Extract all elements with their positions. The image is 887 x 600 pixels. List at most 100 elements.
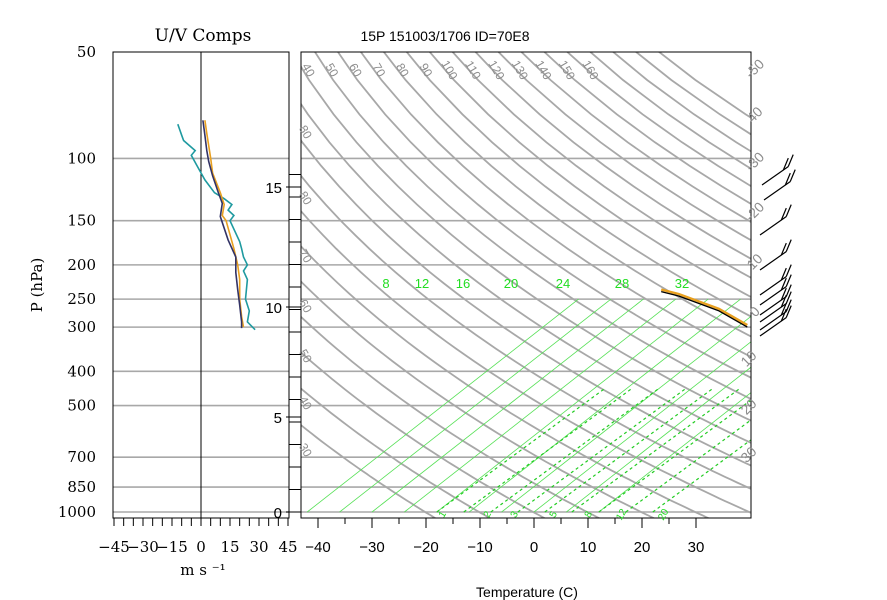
isotherm-line — [426, 52, 849, 518]
wind-barb-feather — [780, 207, 787, 221]
skewt-isobar-lines — [301, 157, 751, 513]
dry-adiabat-line — [382, 52, 751, 338]
moist-adiabat-line — [652, 439, 751, 513]
mixing-ratio-line — [468, 298, 741, 513]
uv-series-line-2 — [202, 120, 243, 329]
wind-barb-staff — [759, 286, 787, 306]
dry-adiabat-label: 60 — [346, 61, 365, 80]
right-axis-ticks: 0 5 10 15 — [265, 174, 301, 522]
dry-adiabat-line — [336, 52, 751, 379]
left-grid-label: 80 — [296, 123, 315, 142]
moist-adiabat-line — [625, 419, 751, 513]
dry-adiabat-line — [301, 65, 751, 422]
skewt-frame — [300, 51, 752, 519]
pressure-label-400: 400 — [67, 362, 96, 380]
pressure-label-1000: 1000 — [58, 503, 96, 521]
mixing-ratio-line — [371, 298, 644, 513]
moist-adiabat-line — [490, 388, 658, 513]
moist-adiabat-line — [436, 388, 604, 513]
dry-adiabat-label: 80 — [393, 61, 412, 80]
dry-adiabat-line — [301, 423, 437, 518]
wind-barb-feather — [780, 308, 787, 322]
dry-adiabat-line — [428, 52, 751, 298]
moist-adiabat-line — [598, 399, 751, 513]
pressure-tick-labels: 1000 850 700 500 400 300 250 200 150 100 50 — [58, 43, 96, 521]
dry-adiabat-label: 90 — [417, 61, 436, 80]
wind-barb-feather — [782, 157, 789, 171]
dry-adiabat-line — [301, 280, 656, 518]
mixing-ratio-lines — [306, 298, 751, 513]
dry-adiabat-line — [301, 244, 711, 518]
left-grid-label: 30 — [296, 441, 315, 460]
wind-barb-feather — [780, 302, 787, 316]
mixing-ratio-line — [306, 298, 579, 513]
dry-adiabat-line — [301, 315, 601, 518]
pressure-label-300: 300 — [67, 318, 96, 336]
dewpoint-shadow — [660, 288, 748, 327]
sounding-profiles — [660, 124, 887, 328]
mixing-ratio-line — [436, 298, 709, 513]
temperature-tick-label: −40 — [305, 539, 330, 556]
uv-title: U/V Comps — [155, 26, 252, 46]
wind-barb-feather — [789, 169, 796, 182]
dry-adiabat-line — [405, 52, 751, 318]
isotherm-line — [0, 52, 417, 518]
pressure-label-150: 150 — [67, 212, 96, 230]
skewt-panel: 15P 151003/1706 ID=70E8 40 50 60 70 80 90 100 1… — [0, 28, 887, 600]
mixing-ratio-label: 24 — [556, 276, 570, 291]
temperature-tick-label: 0 — [530, 539, 538, 556]
mixing-ratio-bottom-label: 1 — [437, 509, 450, 520]
wind-barb-feather — [785, 264, 792, 277]
dry-adiabat-line — [301, 351, 547, 518]
dry-adiabat-line — [474, 52, 751, 260]
dry-adiabat-label: 150 — [556, 58, 578, 83]
dry-adiabat-label: 120 — [485, 58, 507, 83]
temperature-tick-label: −30 — [359, 539, 384, 556]
mixing-ratio-line — [404, 298, 677, 513]
dry-adiabat-label: 100 — [438, 58, 460, 83]
mixing-ratio-line — [533, 341, 751, 513]
skewt-title: 15P 151003/1706 ID=70E8 — [360, 28, 529, 44]
wind-barb-feather — [785, 299, 792, 312]
dry-adiabat-line — [301, 387, 492, 518]
mixing-ratio-label: 28 — [615, 276, 629, 291]
dry-adiabat-line — [566, 52, 751, 188]
isotherm-line — [858, 52, 887, 518]
height-label: 5 — [274, 410, 282, 427]
pressure-label-850: 850 — [67, 478, 96, 496]
moist-adiabat-line — [571, 388, 739, 513]
pressure-label-700: 700 — [67, 448, 96, 466]
dewpoint-profile — [661, 290, 748, 328]
parcel-profile — [789, 124, 887, 327]
isotherm-line — [804, 52, 887, 518]
wind-barb-staff — [759, 276, 787, 296]
wind-barb-feather — [780, 242, 787, 256]
wind-barb-staff — [763, 181, 791, 201]
mixing-ratio-bottom-label: 8 — [583, 509, 596, 520]
mixing-ratio-line — [501, 315, 751, 513]
mixing-ratio-line — [598, 392, 751, 513]
uv-series — [177, 120, 256, 331]
uv-series-line-0 — [177, 123, 256, 331]
height-label: 0 — [274, 505, 282, 522]
y-axis-label: P (hPa) — [28, 258, 46, 313]
isotherm-label: 10 — [737, 347, 759, 369]
skewt-labels: 40 50 60 70 80 90 100 110 120 130 140 150 160 -5040-3… — [296, 56, 767, 523]
left-grid-label: 50 — [296, 347, 315, 366]
wind-barb-feather — [780, 294, 787, 308]
dry-adiabat-line — [301, 138, 751, 467]
temperature-tick-label: 30 — [688, 539, 705, 556]
dry-adiabat-line — [543, 52, 751, 205]
uv-x-tick-label: −45 — [98, 538, 130, 556]
pressure-label-200: 200 — [67, 256, 96, 274]
uv-panel: U/V Comps 100085070050040030025020015010… — [28, 26, 298, 579]
mixing-ratio-bottom-label: 12 — [614, 507, 629, 523]
isotherm-label: 40 — [743, 103, 765, 125]
mixing-ratio-line — [566, 366, 751, 513]
temperature-ticks: −40 −30 −20 −10 0 10 20 30 — [305, 518, 704, 556]
mixing-ratio-label: 16 — [456, 276, 470, 291]
wind-barb-feather — [785, 305, 792, 318]
moist-adiabat-line — [517, 388, 685, 513]
dry-adiabat-line — [451, 52, 751, 279]
